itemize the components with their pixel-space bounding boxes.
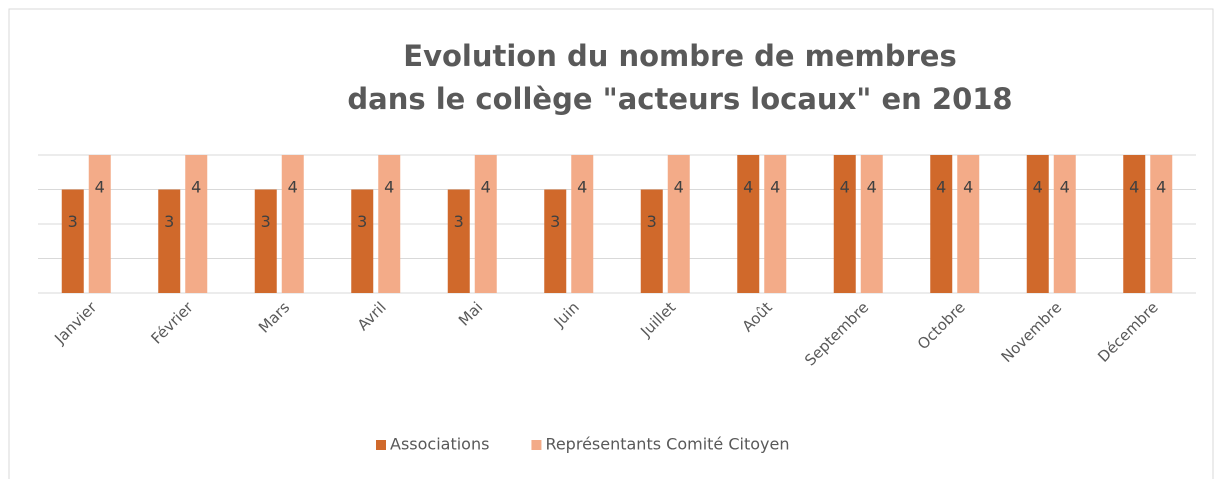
bar: [351, 189, 374, 293]
bar: [571, 155, 594, 293]
value-label: 4: [867, 178, 877, 197]
chart-title: Evolution du nombre de membres: [403, 39, 956, 73]
value-label: 3: [68, 212, 78, 231]
x-tick-label: Septembre: [801, 298, 872, 369]
bar: [667, 155, 690, 293]
x-tick-label: Août: [739, 298, 776, 335]
value-label: 3: [647, 212, 657, 231]
value-label: 4: [1060, 178, 1070, 197]
bar: [544, 189, 567, 293]
bar: [1150, 155, 1173, 293]
value-label: 3: [550, 212, 560, 231]
value-label: 4: [770, 178, 780, 197]
bar: [640, 189, 663, 293]
bar: [930, 155, 953, 293]
bar: [185, 155, 208, 293]
bar: [378, 155, 401, 293]
value-label: 4: [1033, 178, 1043, 197]
bar: [860, 155, 883, 293]
bar: [61, 189, 84, 293]
bar: [1026, 155, 1049, 293]
value-label: 3: [261, 212, 271, 231]
bar: [1053, 155, 1076, 293]
bar: [737, 155, 760, 293]
x-tick-label: Novembre: [998, 298, 1066, 366]
value-label: 4: [288, 178, 298, 197]
x-tick-label: Janvier: [50, 298, 100, 348]
value-label: 4: [481, 178, 491, 197]
bar: [447, 189, 470, 293]
value-label: 4: [577, 178, 587, 197]
bar: [833, 155, 856, 293]
value-label: 4: [191, 178, 201, 197]
chart-frame: [8, 8, 1214, 479]
legend-label: Représentants Comité Citoyen: [545, 435, 789, 454]
x-tick-label: Décembre: [1094, 298, 1162, 366]
x-tick-label: Avril: [354, 298, 390, 334]
value-label: 4: [1156, 178, 1166, 197]
bar: [474, 155, 497, 293]
bar: [158, 189, 181, 293]
x-tick-label: Février: [148, 298, 198, 348]
value-label: 4: [1129, 178, 1139, 197]
legend-label: Associations: [390, 435, 489, 454]
chart-title: dans le collège "acteurs locaux" en 2018: [347, 82, 1012, 116]
value-label: 4: [963, 178, 973, 197]
value-label: 3: [454, 212, 464, 231]
value-label: 4: [674, 178, 684, 197]
value-label: 3: [164, 212, 174, 231]
value-label: 4: [384, 178, 394, 197]
x-tick-label: Mars: [255, 298, 293, 336]
bar: [957, 155, 980, 293]
x-tick-label: Juillet: [636, 298, 679, 341]
x-tick-label: Juin: [550, 298, 583, 331]
value-label: 4: [936, 178, 946, 197]
value-label: 4: [743, 178, 753, 197]
x-tick-label: Mai: [455, 298, 486, 329]
value-label: 4: [95, 178, 105, 197]
bar: [281, 155, 304, 293]
legend-swatch: [531, 440, 542, 450]
value-label: 4: [840, 178, 850, 197]
x-tick-label: Octobre: [914, 298, 969, 353]
legend-swatch: [376, 440, 386, 450]
bar: [88, 155, 111, 293]
bar: [1123, 155, 1146, 293]
bar: [254, 189, 277, 293]
value-label: 3: [357, 212, 367, 231]
bar: [764, 155, 787, 293]
